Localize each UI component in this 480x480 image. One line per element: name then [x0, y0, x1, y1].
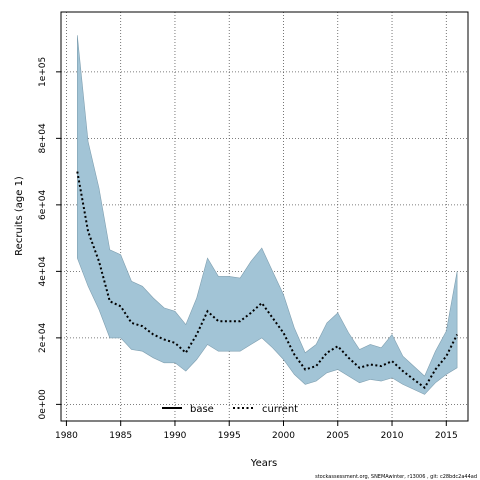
x-tick-label: 2000: [272, 431, 295, 441]
x-axis-title: Years: [250, 458, 277, 469]
confidence-band: [77, 35, 458, 395]
x-tick-label: 1985: [109, 431, 132, 441]
x-axis: 1980 1985 1990 1995 2000 2005 2010 2015: [55, 421, 458, 441]
y-tick-label: 1e+05: [38, 57, 48, 87]
y-tick-label: 2e+04: [38, 322, 48, 353]
x-tick-label: 1995: [218, 431, 241, 441]
x-tick-label: 1990: [164, 431, 187, 441]
plot-frame: [60, 11, 469, 422]
x-tick-label: 1980: [55, 431, 78, 441]
y-tick-label: 4e+04: [38, 256, 48, 287]
x-tick-label: 2005: [326, 431, 349, 441]
y-tick-label: 0e+00: [38, 389, 48, 420]
legend: base current: [162, 404, 298, 415]
legend-current-label: current: [262, 404, 298, 415]
footer-text: stockassessment.org, SNEMAwinter, r13006…: [315, 474, 477, 480]
y-axis-title: Recruits (age 1): [14, 176, 25, 256]
x-tick-label: 2010: [381, 431, 404, 441]
y-tick-label: 6e+04: [38, 189, 48, 220]
grid-lines: [61, 12, 468, 421]
y-tick-label: 8e+04: [38, 123, 48, 154]
legend-base-label: base: [190, 404, 214, 415]
x-tick-label: 2015: [435, 431, 458, 441]
y-axis: 0e+00 2e+04 4e+04 6e+04 8e+04 1e+05: [38, 57, 61, 420]
